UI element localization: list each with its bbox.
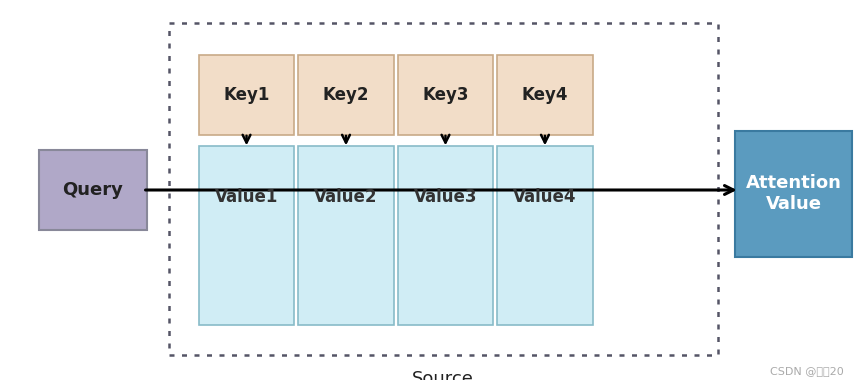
FancyBboxPatch shape: [39, 150, 147, 230]
FancyBboxPatch shape: [298, 146, 394, 325]
FancyBboxPatch shape: [497, 146, 593, 325]
FancyBboxPatch shape: [298, 55, 394, 135]
Text: Value1: Value1: [215, 188, 279, 206]
Text: Query: Query: [62, 181, 124, 199]
FancyBboxPatch shape: [398, 55, 493, 135]
FancyBboxPatch shape: [735, 131, 852, 256]
FancyBboxPatch shape: [199, 55, 294, 135]
Text: Key4: Key4: [522, 86, 568, 104]
Text: Key2: Key2: [323, 86, 369, 104]
Text: Value2: Value2: [314, 188, 378, 206]
Text: Attention
Value: Attention Value: [746, 174, 842, 213]
FancyBboxPatch shape: [199, 146, 294, 325]
Text: Source: Source: [413, 370, 474, 380]
Bar: [169, 23, 718, 355]
FancyBboxPatch shape: [398, 146, 493, 325]
Text: Value4: Value4: [513, 188, 577, 206]
Text: Key3: Key3: [422, 86, 469, 104]
Text: Value3: Value3: [413, 188, 477, 206]
Text: Key1: Key1: [223, 86, 270, 104]
Text: CSDN @泽洲20: CSDN @泽洲20: [770, 366, 843, 376]
FancyBboxPatch shape: [497, 55, 593, 135]
